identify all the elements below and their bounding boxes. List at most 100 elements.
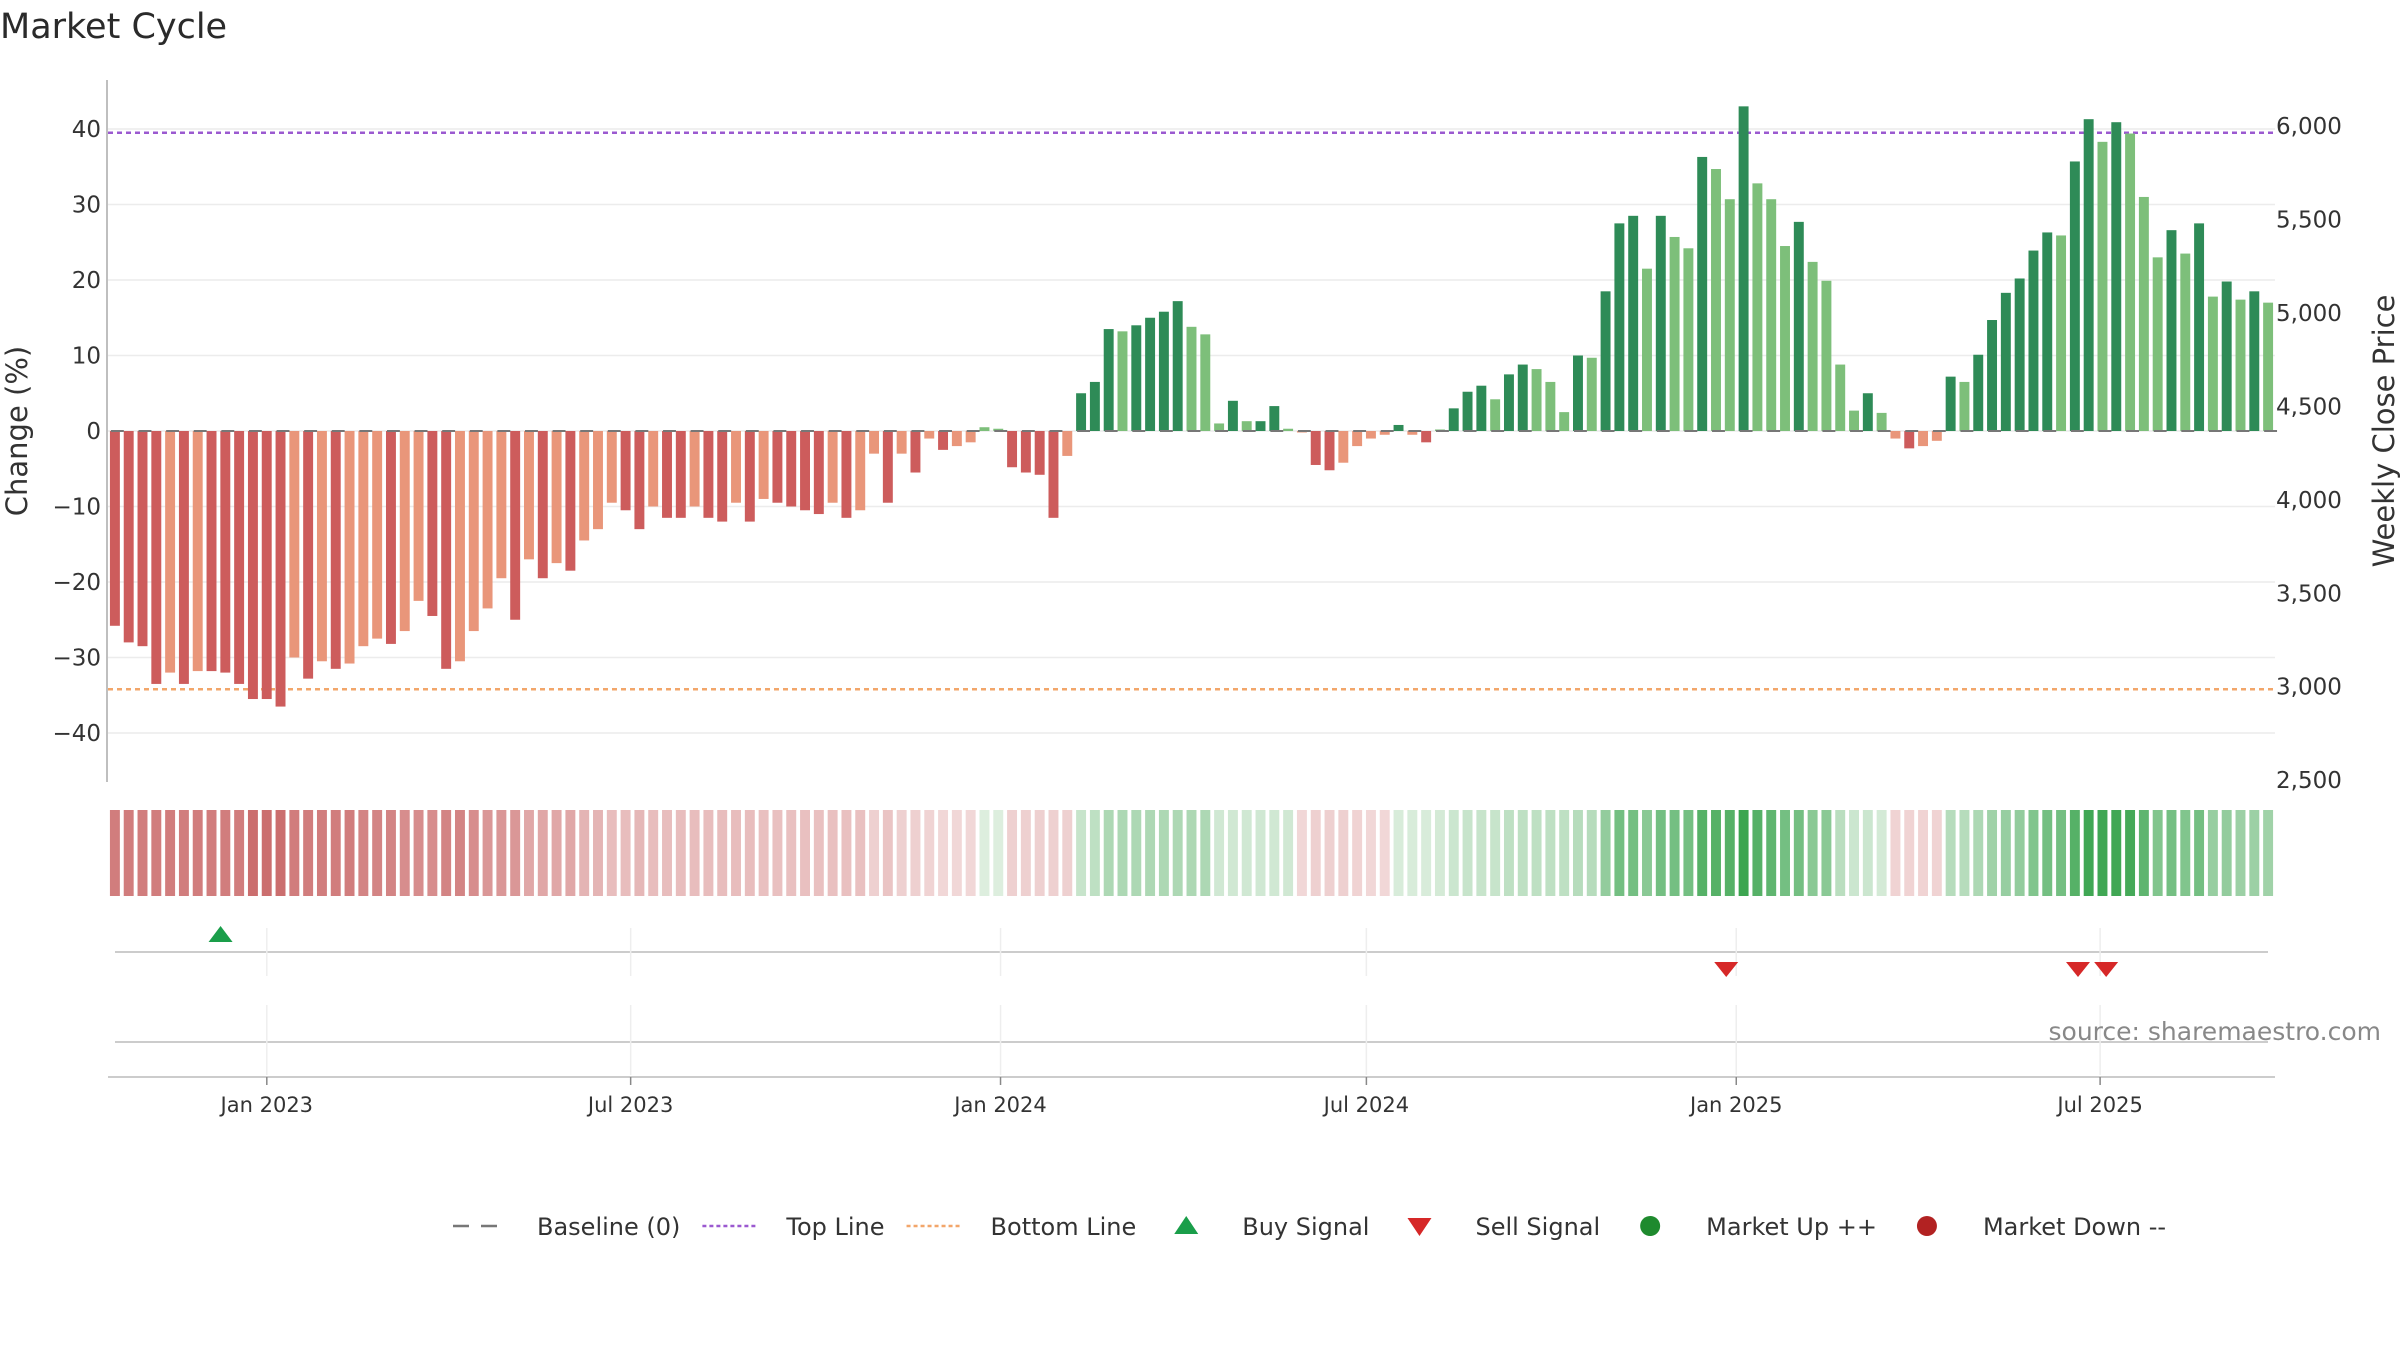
heat-cell (869, 810, 880, 896)
heat-cell (192, 810, 203, 896)
heat-cell (454, 810, 465, 896)
bar (137, 431, 148, 647)
legend-item: Sell Signal (1407, 1213, 1600, 1241)
bar (579, 431, 590, 541)
bar (924, 431, 935, 439)
heat-cell (151, 810, 162, 896)
reference-lines (108, 131, 2275, 691)
heat-cell (510, 810, 521, 896)
heat-cell (137, 810, 148, 896)
legend-item: Buy Signal (1174, 1213, 1369, 1241)
y2-tick-label: 5,500 (2276, 207, 2342, 233)
heat-cell (123, 810, 134, 896)
bar (1034, 431, 1045, 475)
bar (1628, 215, 1639, 431)
bar (192, 431, 203, 672)
heat-cell (2263, 810, 2274, 896)
bar (220, 431, 231, 673)
legend: Baseline (0) Top Line Bottom Line Buy Signa… (453, 1213, 2166, 1241)
legend-swatch (1174, 1216, 1199, 1234)
heat-cell (2000, 810, 2011, 896)
bar (1600, 291, 1611, 431)
bar (2166, 230, 2177, 431)
bar (1462, 391, 1473, 431)
heat-cell (1973, 810, 1984, 896)
heat-cell (1421, 810, 1432, 896)
x-tick-label: Jul 2025 (2055, 1093, 2142, 1117)
bar (1517, 364, 1528, 431)
bar (1007, 431, 1018, 468)
bar (385, 431, 396, 644)
bar (1269, 406, 1280, 431)
heat-cell (1117, 810, 1128, 896)
heat-cell (813, 810, 824, 896)
heat-cell (385, 810, 396, 896)
bar (2028, 250, 2039, 431)
bar (1089, 381, 1100, 431)
bar (855, 431, 866, 511)
bar (303, 431, 314, 679)
heat-strip (109, 810, 2274, 896)
heat-cell (1255, 810, 1266, 896)
heat-cell (2083, 810, 2094, 896)
bar (2083, 119, 2094, 431)
heat-cell (2125, 810, 2136, 896)
bar (2069, 161, 2080, 431)
bar (689, 431, 700, 507)
buy-signal-marker (208, 926, 233, 942)
heat-cell (593, 810, 603, 896)
bar (413, 431, 424, 601)
heat-cell (951, 810, 962, 896)
heat-cell (427, 810, 438, 896)
y-tick-label: 20 (72, 268, 101, 294)
bar (1890, 431, 1901, 439)
legend-label: Bottom Line (991, 1213, 1137, 1241)
heat-cell (2069, 810, 2080, 896)
heat-cell (744, 810, 755, 896)
bar (399, 431, 410, 632)
bar (938, 431, 949, 450)
heat-cell (1876, 810, 1887, 896)
y-tick-label: −10 (52, 495, 101, 521)
heat-cell (1614, 810, 1625, 896)
heat-cell (924, 810, 935, 896)
signal-panel (115, 926, 2268, 977)
heat-cell (1007, 810, 1018, 896)
heat-cell (1490, 810, 1501, 896)
bar (1103, 329, 1114, 431)
heat-cell (1904, 810, 1915, 896)
bar (1669, 236, 1680, 431)
heat-cell (979, 810, 990, 896)
heat-cell (1517, 810, 1528, 896)
heat-cell (1476, 810, 1487, 896)
legend-label: Sell Signal (1475, 1213, 1600, 1241)
bar (1614, 223, 1625, 431)
heat-cell (841, 810, 852, 896)
bar (758, 431, 769, 499)
heat-cell (1586, 810, 1597, 896)
bar (289, 431, 300, 658)
bar (593, 431, 603, 530)
y-axis-ticks: 40 30 20 10 0 −10 −20 −30 −40 (52, 117, 101, 747)
bar (1407, 431, 1418, 435)
legend-item: Bottom Line (906, 1213, 1137, 1241)
bar (2125, 133, 2136, 431)
bar (1365, 431, 1376, 439)
heat-cell (441, 810, 452, 896)
bar (1310, 431, 1321, 465)
bar (1987, 320, 1998, 431)
bar (662, 431, 672, 518)
y-tick-label: −40 (52, 721, 101, 747)
heat-cell (1324, 810, 1335, 896)
x-tick-label: Jan 2025 (1688, 1093, 1783, 1117)
bar (1586, 357, 1597, 431)
heat-cell (896, 810, 907, 896)
bar (1945, 376, 1956, 431)
sell-signal-marker (2094, 962, 2119, 977)
bar (1020, 431, 1031, 473)
heat-cell (703, 810, 714, 896)
bar (1241, 421, 1252, 431)
bar (1862, 393, 1873, 431)
heat-cell (2056, 810, 2067, 896)
bar (1724, 199, 1735, 431)
